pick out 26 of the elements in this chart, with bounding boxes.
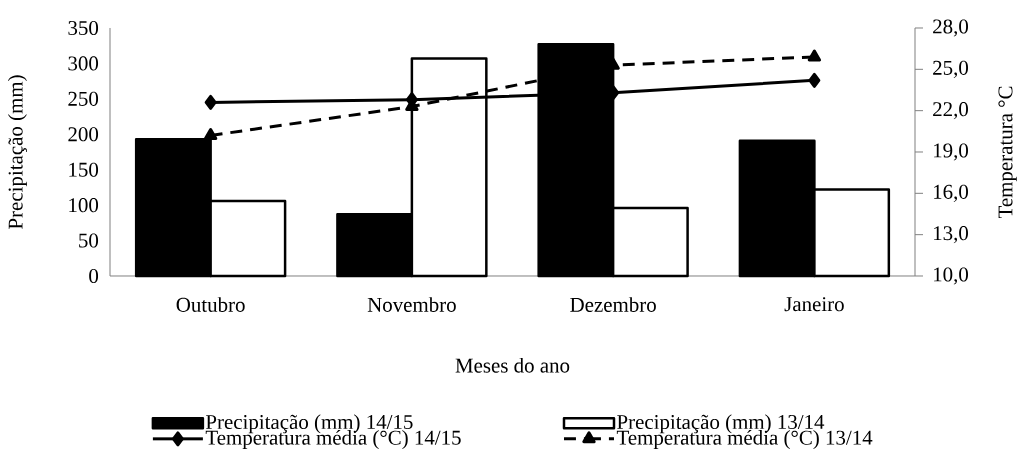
y-tick-label: 100 [69, 198, 99, 213]
y-tick-label: 50 [79, 233, 99, 248]
y-axis-title: Precipitação (mm) [7, 75, 27, 229]
y-tick-label: 200 [68, 127, 99, 142]
x-tick-label: Janeiro [784, 297, 844, 312]
y-tick-label: 300 [68, 56, 99, 71]
x-tick-label: Dezembro [570, 297, 656, 312]
point [807, 49, 822, 62]
y2-tick-label: 16,0 [934, 184, 968, 202]
y-tick-label: 350 [68, 20, 99, 36]
x-tick-label: Novembro [367, 297, 456, 312]
y2-tick-label: 25,0 [933, 60, 968, 78]
y2-tick-label: 13,0 [934, 226, 968, 244]
y-tick-label: 0 [89, 268, 99, 284]
y-tick-label: 150 [69, 162, 99, 177]
y2-tick-label: 10,0 [934, 267, 968, 285]
x-tick-label: Outubro [176, 297, 245, 312]
point [204, 94, 217, 110]
y2-tick-label: 22,0 [933, 102, 968, 120]
point [203, 127, 218, 140]
y2-tick-label: 28,0 [933, 19, 968, 37]
y2-axis-title: Temperatura °C [998, 86, 1017, 219]
y2-tick-label: 19,0 [934, 143, 968, 161]
y-tick-label: 250 [68, 91, 99, 106]
point [808, 72, 821, 88]
x-axis-title: Meses do ano [455, 357, 570, 373]
